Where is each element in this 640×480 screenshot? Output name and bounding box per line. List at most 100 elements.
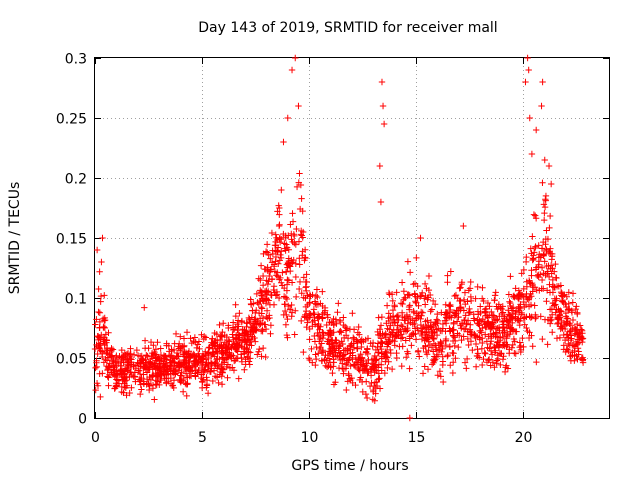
y-tick-label: 0.15 bbox=[56, 232, 87, 248]
data-point bbox=[213, 331, 220, 338]
data-point bbox=[102, 355, 109, 363]
data-point bbox=[264, 315, 271, 322]
data-point bbox=[95, 308, 102, 316]
data-point bbox=[276, 234, 284, 241]
data-point bbox=[167, 357, 174, 364]
data-point bbox=[575, 351, 582, 358]
data-point bbox=[530, 249, 538, 256]
data-point bbox=[404, 258, 412, 265]
data-point bbox=[143, 351, 150, 359]
data-point bbox=[292, 241, 300, 248]
data-point bbox=[234, 335, 241, 343]
data-point bbox=[332, 339, 340, 346]
data-point bbox=[354, 359, 361, 366]
data-point bbox=[444, 353, 451, 360]
data-point bbox=[152, 354, 159, 362]
data-point bbox=[244, 331, 251, 338]
y-tick-label: 0.2 bbox=[65, 172, 87, 188]
data-point bbox=[118, 388, 125, 396]
data-point bbox=[485, 357, 492, 364]
data-point bbox=[97, 298, 104, 305]
data-point bbox=[460, 325, 468, 333]
data-point bbox=[296, 261, 303, 268]
data-point bbox=[394, 312, 402, 319]
data-point bbox=[308, 345, 315, 353]
data-point bbox=[538, 285, 545, 292]
data-point bbox=[464, 328, 471, 335]
data-point bbox=[118, 354, 125, 361]
data-point bbox=[154, 378, 161, 385]
data-point bbox=[312, 300, 319, 307]
data-point bbox=[241, 366, 248, 374]
data-point bbox=[478, 361, 486, 369]
data-point bbox=[283, 311, 290, 319]
data-point bbox=[273, 291, 281, 298]
data-point bbox=[272, 253, 280, 261]
data-point bbox=[209, 377, 217, 385]
data-point bbox=[274, 244, 282, 251]
data-point bbox=[567, 336, 575, 344]
data-point bbox=[111, 385, 118, 392]
data-point bbox=[411, 291, 419, 298]
data-point bbox=[573, 327, 580, 334]
data-point bbox=[157, 345, 164, 352]
data-point bbox=[515, 304, 523, 312]
data-point bbox=[295, 179, 302, 186]
data-point bbox=[157, 376, 165, 384]
data-point bbox=[378, 78, 386, 86]
data-point bbox=[477, 303, 484, 310]
data-point bbox=[478, 345, 486, 352]
data-point bbox=[425, 286, 433, 294]
data-point bbox=[451, 334, 458, 341]
data-point bbox=[567, 322, 574, 329]
data-point bbox=[375, 349, 383, 356]
data-point bbox=[528, 267, 535, 274]
data-point bbox=[343, 357, 351, 364]
data-point bbox=[257, 262, 265, 269]
data-point bbox=[541, 209, 548, 217]
data-point bbox=[547, 262, 555, 269]
data-point bbox=[230, 367, 238, 374]
data-point bbox=[316, 345, 323, 353]
data-point bbox=[426, 291, 434, 299]
data-point bbox=[105, 371, 113, 379]
data-point bbox=[393, 326, 401, 334]
data-point bbox=[288, 66, 296, 74]
data-point bbox=[304, 292, 311, 299]
data-point bbox=[339, 340, 346, 348]
data-point bbox=[231, 344, 239, 351]
data-point bbox=[340, 370, 347, 377]
data-point bbox=[229, 319, 237, 326]
data-point bbox=[395, 332, 402, 339]
data-point bbox=[236, 332, 243, 339]
data-point bbox=[268, 229, 276, 237]
data-point bbox=[335, 364, 343, 372]
data-point bbox=[203, 374, 210, 381]
data-point bbox=[284, 276, 291, 283]
data-point bbox=[209, 345, 216, 352]
data-point bbox=[437, 327, 444, 334]
data-point bbox=[285, 302, 292, 310]
data-point bbox=[185, 354, 192, 362]
data-point bbox=[477, 318, 485, 325]
data-point bbox=[402, 325, 409, 333]
data-point bbox=[255, 309, 263, 317]
data-point bbox=[414, 348, 422, 356]
data-point bbox=[216, 345, 223, 352]
data-point bbox=[363, 360, 371, 367]
data-point bbox=[258, 295, 266, 303]
data-point bbox=[400, 288, 408, 295]
y-tick-label: 0.3 bbox=[65, 52, 87, 68]
data-point bbox=[436, 368, 444, 375]
data-point bbox=[451, 342, 458, 350]
data-point bbox=[474, 308, 482, 315]
data-point bbox=[540, 201, 548, 208]
data-point bbox=[95, 334, 102, 341]
data-point bbox=[141, 344, 149, 352]
data-point bbox=[330, 328, 337, 336]
data-point bbox=[418, 325, 426, 332]
data-point bbox=[273, 272, 280, 279]
data-point bbox=[533, 358, 540, 366]
data-point bbox=[494, 338, 502, 345]
data-point bbox=[552, 274, 560, 281]
